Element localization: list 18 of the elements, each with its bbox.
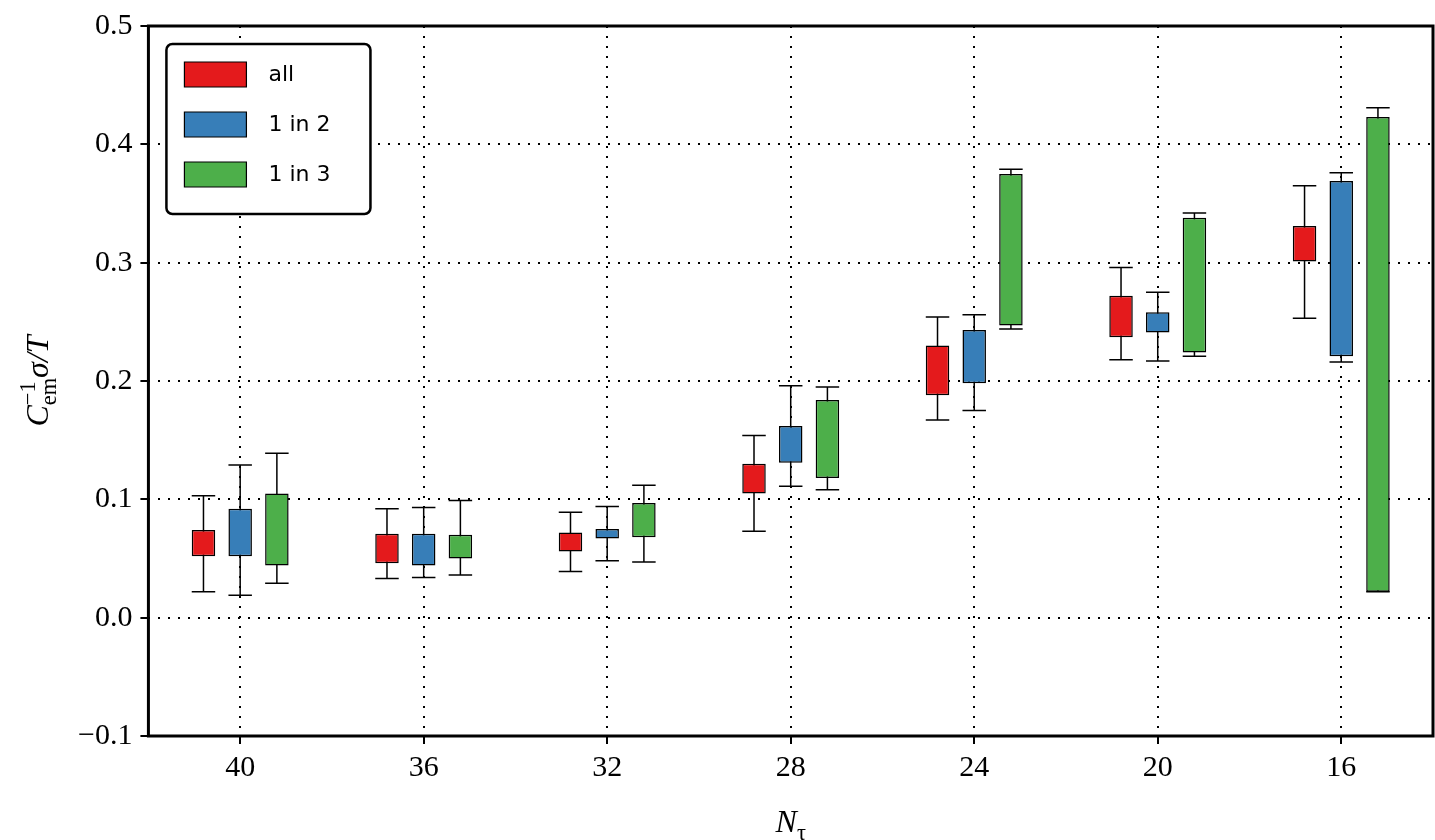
- x-tick-label: 16: [1326, 748, 1357, 782]
- x-tick-label: 36: [408, 748, 439, 782]
- y-tick-label: 0.3: [94, 243, 133, 277]
- y-tick-label: 0.4: [94, 125, 133, 159]
- y-tick-label: −0.1: [78, 716, 133, 750]
- y-tick-label: 0.1: [94, 480, 133, 514]
- x-tick-label: 24: [959, 748, 990, 782]
- x-tick-label: 28: [775, 748, 806, 782]
- legend-label: all: [268, 60, 295, 86]
- y-tick-label: 0.5: [94, 6, 133, 40]
- x-tick-label: 20: [1142, 748, 1173, 782]
- y-axis-title: Cem−1σ/T: [15, 333, 61, 427]
- y-tick-label: 0.2: [94, 361, 133, 395]
- y-tick-label: 0.0: [94, 598, 133, 632]
- legend-label: 1 in 2: [268, 110, 331, 136]
- x-tick-label: 40: [225, 748, 256, 782]
- legend-label: 1 in 3: [268, 160, 331, 186]
- x-tick-label: 32: [592, 748, 623, 782]
